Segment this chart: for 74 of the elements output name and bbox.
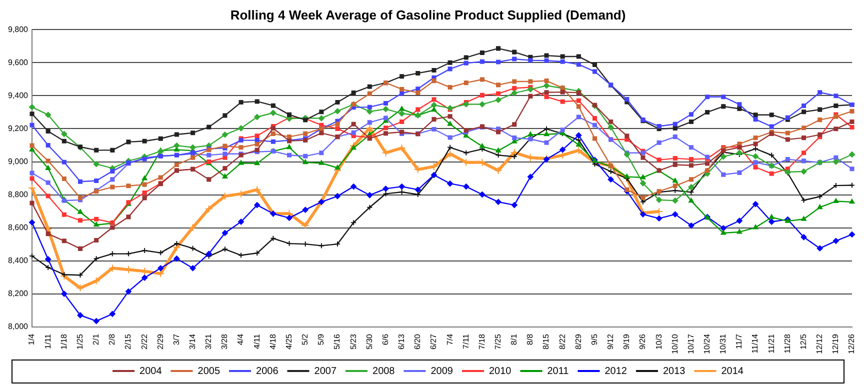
x-tick-label: 9/5 [590, 333, 599, 346]
x-tick-label: 5/9 [316, 333, 326, 346]
x-tick-label: 5/23 [348, 333, 358, 350]
x-tick-label: 4/18 [268, 333, 278, 350]
x-tick-label: 3/7 [172, 333, 181, 346]
x-tick-label: 8/15 [542, 333, 551, 350]
x-tick-label: 10/3 [654, 333, 664, 350]
x-tick-label: 2/8 [108, 333, 117, 346]
x-tick-label: 8/22 [558, 333, 567, 350]
x-tick-label: 7/11 [461, 333, 470, 349]
x-tick-label: 8/1 [510, 333, 519, 346]
x-tick-label: 1/25 [75, 333, 84, 350]
legend-label: 2005 [198, 366, 220, 377]
x-tick-label: 8/29 [574, 333, 583, 350]
x-tick-label: 12/12 [815, 333, 824, 354]
legend-label: 2010 [488, 366, 512, 377]
x-tick-label: 4/11 [252, 333, 262, 349]
x-tick-label: 6/27 [429, 333, 438, 350]
x-tick-label: 7/25 [493, 333, 502, 350]
x-tick-label: 7/18 [477, 333, 486, 350]
x-tick-label: 4/25 [284, 333, 294, 350]
x-tick-label: 1/11 [43, 333, 52, 349]
x-tick-label: 9/12 [606, 333, 616, 350]
x-tick-label: 1/18 [59, 333, 68, 350]
y-tick-label: 8,000 [8, 322, 29, 332]
x-tick-label: 2/29 [156, 333, 165, 350]
legend-label: 2004 [140, 366, 162, 377]
x-tick-label: 12/26 [847, 333, 856, 354]
x-tick-label: 11/21 [766, 333, 776, 354]
x-tick-label: 10/24 [702, 333, 712, 354]
x-tick-label: 8/8 [526, 333, 535, 346]
legend-label: 2013 [662, 366, 686, 377]
y-tick-label: 9,000 [8, 156, 29, 166]
x-tick-label: 2/15 [124, 333, 133, 350]
legend-label: 2007 [314, 366, 337, 377]
chart-title: Rolling 4 Week Average of Gasoline Product Supplied (Demand) [230, 7, 626, 22]
x-tick-label: 7/4 [445, 333, 454, 346]
legend-label: 2014 [721, 366, 744, 377]
x-tick-label: 6/13 [397, 333, 406, 350]
x-tick-label: 11/28 [782, 333, 792, 354]
y-tick-label: 8,800 [8, 190, 29, 200]
x-tick-label: 6/20 [413, 333, 422, 350]
legend-label: 2011 [547, 366, 570, 377]
y-tick-label: 8,400 [8, 256, 29, 266]
x-tick-label: 5/30 [364, 333, 374, 350]
x-tick-label: 11/7 [734, 333, 744, 349]
x-tick-label: 12/5 [798, 333, 808, 350]
x-tick-label: 5/2 [300, 333, 310, 346]
x-tick-label: 10/17 [686, 333, 696, 354]
x-tick-label: 5/16 [332, 333, 342, 350]
x-tick-label: 11/14 [750, 333, 760, 354]
x-tick-label: 12/19 [831, 333, 840, 354]
x-tick-label: 10/31 [718, 333, 728, 354]
x-tick-label: 10/10 [670, 333, 680, 354]
y-tick-label: 9,200 [8, 124, 29, 133]
legend-label: 2009 [430, 366, 454, 377]
x-tick-label: 2/1 [92, 333, 101, 346]
y-tick-label: 9,600 [8, 58, 29, 67]
x-tick-label: 1/4 [27, 333, 36, 346]
x-tick-label: 2/22 [140, 333, 149, 350]
x-tick-label: 9/26 [638, 333, 648, 350]
x-tick-label: 3/28 [220, 333, 230, 350]
x-tick-label: 3/21 [204, 333, 214, 350]
y-tick-label: 9,800 [8, 24, 29, 34]
x-tick-label: 6/6 [380, 333, 390, 346]
legend-label: 2008 [372, 366, 396, 377]
legend-label: 2006 [256, 366, 279, 377]
y-tick-label: 8,600 [8, 223, 29, 232]
y-tick-label: 8,200 [8, 289, 29, 298]
x-tick-label: 3/14 [188, 333, 198, 350]
x-tick-label: 9/19 [622, 333, 632, 350]
y-tick-label: 9,400 [8, 90, 29, 100]
legend-label: 2012 [604, 366, 628, 377]
x-tick-label: 4/4 [236, 333, 246, 346]
